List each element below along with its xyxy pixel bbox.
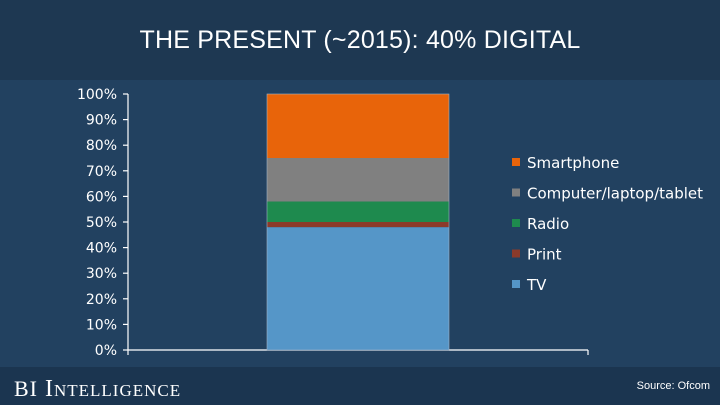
brand-second: Intelligence xyxy=(45,376,182,402)
bar-outline xyxy=(266,93,450,351)
y-tick-label: 60% xyxy=(86,189,117,205)
legend-swatch xyxy=(512,188,520,197)
bar-segment-computer-laptop-tablet xyxy=(267,158,449,202)
legend-swatch xyxy=(512,280,520,288)
legend-label: Smartphone xyxy=(527,154,619,172)
y-tick-label: 50% xyxy=(86,215,117,231)
bar-segment-tv xyxy=(267,227,449,350)
title-bar xyxy=(0,0,720,80)
y-tick-label: 20% xyxy=(86,292,117,308)
stacked-bar-chart: 0% 10% 20% 30% 40% 50% 60% 70% 80% 90% 100% Smartph… xyxy=(77,87,703,359)
y-tick-label: 90% xyxy=(86,113,117,129)
legend-label: Print xyxy=(527,246,562,264)
brand-first: BI xyxy=(14,376,38,401)
legend-swatch xyxy=(512,249,520,258)
legend-label: TV xyxy=(526,276,547,294)
y-tick-label: 10% xyxy=(86,317,117,333)
chart-title: THE PRESENT (~2015): 40% DIGITAL xyxy=(139,26,581,54)
legend-swatch xyxy=(512,219,520,227)
y-tick-label: 40% xyxy=(86,241,117,257)
source-note: Source: Ofcom xyxy=(636,380,710,392)
y-tick-label: 0% xyxy=(95,343,117,359)
footer xyxy=(0,367,720,405)
y-tick-label: 30% xyxy=(86,266,117,282)
brand-logo: BI Intelligence xyxy=(14,376,181,403)
legend-label: Computer/laptop/tablet xyxy=(527,185,703,203)
legend-label: Radio xyxy=(527,215,569,233)
y-tick-label: 70% xyxy=(86,164,117,180)
y-tick-label: 80% xyxy=(86,138,117,154)
bar-segment-smartphone xyxy=(267,94,449,158)
bar-segment-radio xyxy=(267,201,449,222)
y-tick-label: 100% xyxy=(77,87,117,103)
legend-swatch xyxy=(512,158,520,166)
bar-segment-print xyxy=(267,222,449,228)
